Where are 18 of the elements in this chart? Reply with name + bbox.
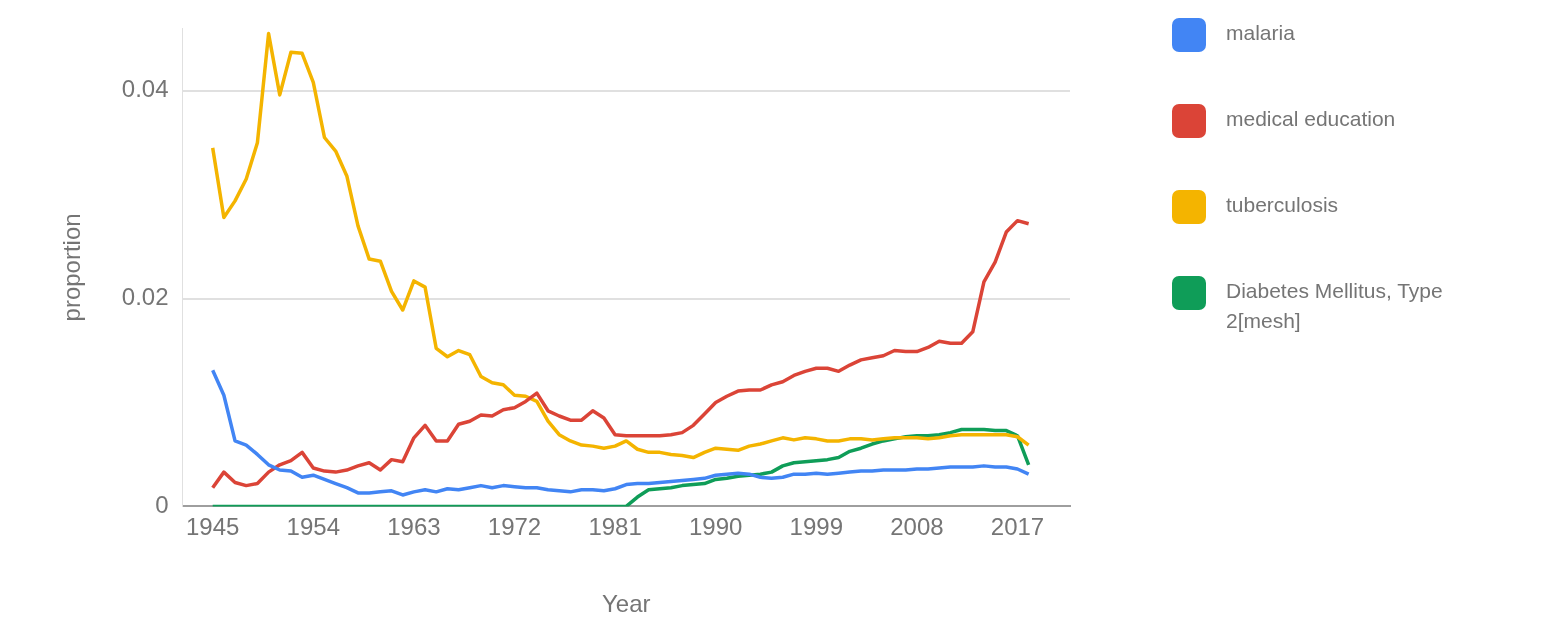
legend-label: medical education (1226, 106, 1396, 132)
y-axis-title: proportion (58, 213, 86, 322)
x-tick-label: 1945 (185, 513, 240, 541)
x-axis-title: Year (602, 590, 651, 618)
legend-label: malaria (1226, 20, 1295, 46)
x-tick-label: 1963 (387, 513, 441, 541)
y-tick-label: 0 (155, 491, 169, 519)
x-tick-label: 1972 (487, 513, 542, 541)
x-tick-label: 1981 (588, 513, 642, 541)
y-tick-label: 0.02 (121, 283, 169, 311)
x-tick-label: 2008 (890, 513, 944, 541)
x-tick-label: 2017 (990, 513, 1045, 541)
x-tick-label: 1990 (688, 513, 743, 541)
x-tick-label: 1954 (286, 513, 340, 541)
y-tick-label: 0.04 (121, 75, 169, 103)
legend-label: tuberculosis (1226, 192, 1339, 218)
legend-label: Diabetes Mellitus, Type 2[mesh] (1226, 278, 1444, 334)
x-tick-label: 1999 (789, 513, 843, 541)
